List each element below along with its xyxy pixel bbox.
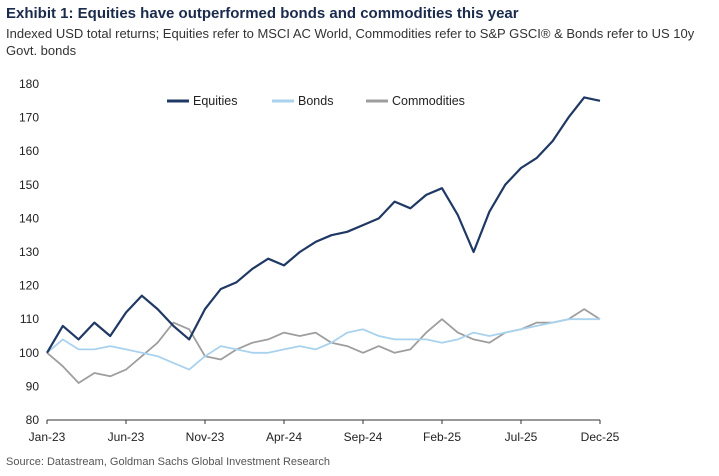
- y-tick-label: 140: [19, 211, 39, 225]
- x-tick-label: Dec-25: [581, 430, 620, 444]
- y-tick-label: 100: [19, 346, 39, 360]
- x-tick-label: Feb-25: [423, 430, 461, 444]
- y-tick-label: 120: [19, 279, 39, 293]
- y-tick-label: 180: [19, 77, 39, 91]
- y-tick-label: 110: [20, 312, 39, 326]
- y-tick-label: 90: [26, 379, 40, 393]
- y-tick-label: 150: [19, 178, 39, 192]
- x-tick-label: Nov-23: [186, 430, 225, 444]
- chart-subtitle: Indexed USD total returns; Equities refe…: [6, 26, 695, 58]
- series-line-equities: [46, 96, 601, 354]
- x-tick-label: Jan-23: [29, 430, 66, 444]
- y-tick-label: 170: [19, 111, 39, 125]
- source-note: Source: Datastream, Goldman Sachs Global…: [6, 456, 331, 468]
- series-lines: [46, 96, 601, 384]
- legend: Equities Bonds Commodities: [167, 94, 465, 108]
- x-tick-label: Apr-24: [266, 430, 302, 444]
- legend-label-commodities: Commodities: [392, 94, 465, 108]
- y-tick-label: 130: [19, 245, 39, 259]
- x-tick-label: Jul-25: [505, 430, 538, 444]
- y-tick-label: 80: [26, 413, 40, 427]
- series-line-bonds: [46, 318, 600, 371]
- chart-title: Exhibit 1: Equities have outperformed bo…: [6, 5, 519, 22]
- tick-labels: 80 90 100 110 120 130 140 150 160 170 180 Jan-23 Jun…: [19, 77, 620, 444]
- axes-group: [46, 419, 601, 424]
- x-tick-label: Sep-24: [344, 430, 383, 444]
- y-tick-label: 160: [19, 144, 39, 158]
- legend-label-equities: Equities: [193, 94, 237, 108]
- legend-label-bonds: Bonds: [298, 94, 333, 108]
- x-tick-label: Jun-23: [108, 430, 145, 444]
